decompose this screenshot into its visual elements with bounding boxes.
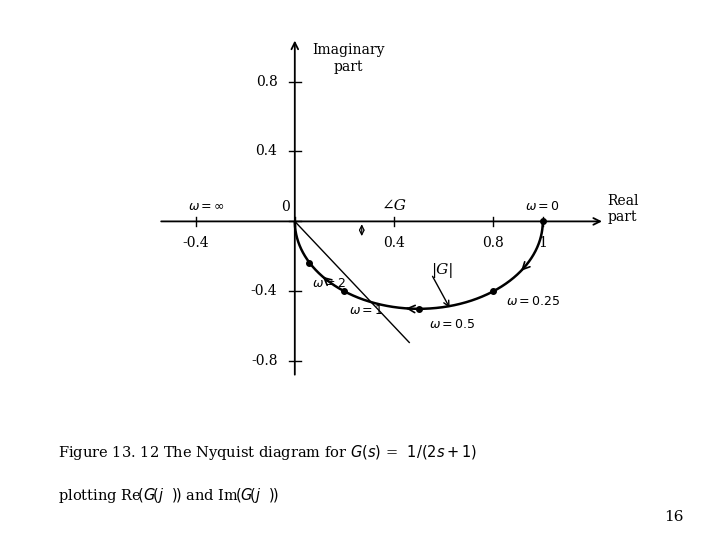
Text: 0: 0 bbox=[281, 200, 290, 214]
Text: 0.4: 0.4 bbox=[256, 145, 277, 158]
Text: -0.4: -0.4 bbox=[182, 236, 209, 249]
Text: plotting Re$\!\left(G\!\left(j\ \ \right)\!\right)$ and Im$\!\left(G\!\left(j\ \: plotting Re$\!\left(G\!\left(j\ \ \right… bbox=[58, 486, 279, 505]
Text: $\omega = 1$: $\omega = 1$ bbox=[349, 303, 384, 316]
Text: -0.8: -0.8 bbox=[251, 354, 277, 368]
Text: 0.4: 0.4 bbox=[383, 236, 405, 249]
Text: $\omega = 0.5$: $\omega = 0.5$ bbox=[428, 318, 475, 330]
Text: 16: 16 bbox=[665, 510, 684, 524]
Text: $\omega = 0.25$: $\omega = 0.25$ bbox=[505, 295, 559, 308]
Text: 0.8: 0.8 bbox=[482, 236, 504, 249]
Text: Imaginary
part: Imaginary part bbox=[312, 43, 384, 73]
Text: 1: 1 bbox=[539, 236, 547, 249]
Text: Figure 13. 12 The Nyquist diagram for $G(s)$ =  $1/(2s + 1)$: Figure 13. 12 The Nyquist diagram for $G… bbox=[58, 443, 477, 462]
Text: 0.8: 0.8 bbox=[256, 75, 277, 89]
Text: ∠G: ∠G bbox=[382, 199, 407, 213]
Text: Real
part: Real part bbox=[607, 194, 639, 224]
Text: $\omega = 2$: $\omega = 2$ bbox=[312, 276, 346, 289]
Text: |G|: |G| bbox=[431, 263, 454, 278]
Text: -0.4: -0.4 bbox=[251, 285, 277, 298]
Text: $\omega = \infty$: $\omega = \infty$ bbox=[188, 200, 225, 213]
Text: $\omega = 0$: $\omega = 0$ bbox=[526, 200, 560, 213]
